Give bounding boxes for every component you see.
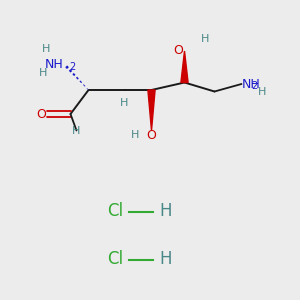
Text: 2: 2: [69, 62, 75, 72]
Text: H: H: [258, 86, 267, 97]
Polygon shape: [148, 90, 155, 130]
Text: O: O: [37, 107, 46, 121]
Text: NH: NH: [44, 58, 63, 71]
Text: H: H: [72, 125, 81, 136]
Text: H: H: [120, 98, 129, 109]
Text: H: H: [39, 68, 48, 79]
Text: H: H: [159, 250, 172, 268]
Text: NH: NH: [242, 77, 260, 91]
Text: Cl: Cl: [107, 250, 123, 268]
Text: H: H: [201, 34, 210, 44]
Text: H: H: [159, 202, 172, 220]
Polygon shape: [181, 51, 188, 83]
Text: O: O: [173, 44, 183, 58]
Text: H: H: [42, 44, 51, 55]
Text: H: H: [131, 130, 139, 140]
Text: O: O: [147, 128, 156, 142]
Text: Cl: Cl: [107, 202, 123, 220]
Text: 2: 2: [251, 81, 257, 92]
